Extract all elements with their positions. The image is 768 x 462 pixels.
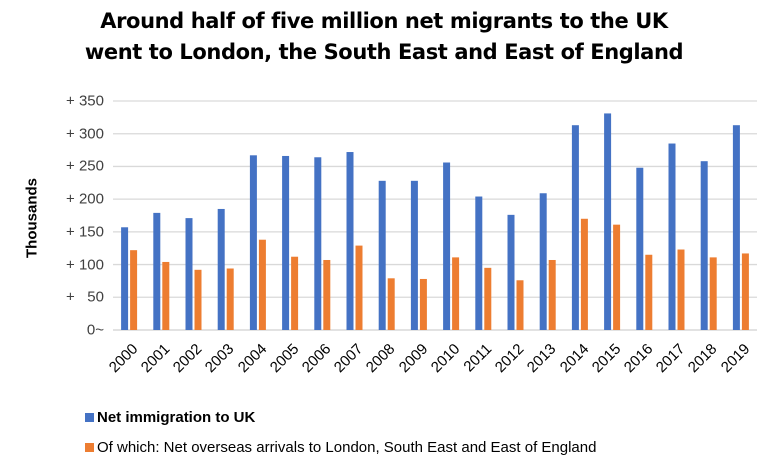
- y-tick-label: + 300: [66, 125, 104, 143]
- bar-london-se-east: [580, 218, 588, 330]
- bar-net-immigration: [153, 212, 161, 330]
- y-tick-label: + 350: [66, 92, 104, 110]
- bar-net-immigration: [314, 157, 322, 330]
- bar-net-immigration: [378, 180, 386, 330]
- y-axis-ticks: 0~ + 50 + 100 + 150 + 200 + 250 + 300 + 350: [0, 0, 110, 459]
- y-tick-label: 0~: [86, 321, 104, 339]
- bar-net-immigration: [604, 113, 612, 330]
- bar-london-se-east: [258, 239, 266, 330]
- legend-item-net-immigration: Net immigration to UK: [85, 402, 596, 432]
- bar-net-immigration: [217, 208, 225, 330]
- bar-london-se-east: [484, 267, 492, 330]
- bar-net-immigration: [282, 155, 290, 330]
- bar-net-immigration: [507, 214, 515, 330]
- bar-net-immigration: [346, 152, 354, 330]
- legend-item-london-se-east: Of which: Net overseas arrivals to Londo…: [85, 432, 596, 462]
- y-tick-label: + 200: [66, 190, 104, 208]
- bar-net-immigration: [668, 143, 676, 330]
- bar-london-se-east: [130, 250, 138, 330]
- bar-net-immigration: [571, 125, 579, 330]
- bar-london-se-east: [226, 268, 234, 330]
- legend-swatch-blue: [85, 412, 94, 422]
- bar-net-immigration: [443, 162, 451, 330]
- legend-swatch-orange: [85, 442, 94, 452]
- bar-net-immigration: [700, 161, 708, 330]
- bar-london-se-east: [613, 224, 621, 330]
- bar-london-se-east: [419, 278, 427, 330]
- y-tick-label: + 150: [66, 223, 104, 241]
- bar-net-immigration: [185, 218, 193, 330]
- bar-net-immigration: [475, 196, 483, 330]
- bar-london-se-east: [645, 254, 653, 330]
- bar-net-immigration: [539, 193, 547, 330]
- legend: Net immigration to UK Of which: Net over…: [85, 402, 596, 462]
- bar-london-se-east: [355, 245, 363, 330]
- bar-london-se-east: [162, 261, 170, 330]
- bar-net-immigration: [410, 180, 418, 330]
- chart-title-line-2: went to London, the South East and East …: [84, 40, 684, 64]
- y-tick-label: + 100: [66, 256, 104, 274]
- bar-net-immigration: [636, 167, 644, 330]
- chart-title: Around half of five million net migrants…: [0, 6, 768, 68]
- y-tick-label: + 250: [66, 157, 104, 175]
- bar-london-se-east: [387, 278, 395, 330]
- bar-london-se-east: [709, 257, 717, 330]
- bar-london-se-east: [516, 280, 524, 330]
- bar-net-immigration: [121, 227, 129, 330]
- bar-net-immigration: [249, 155, 257, 330]
- chart-title-line-1: Around half of five million net migrants…: [100, 9, 668, 33]
- legend-label: Net immigration to UK: [97, 408, 256, 426]
- bar-net-immigration: [732, 125, 740, 330]
- bar-london-se-east: [194, 269, 202, 330]
- bar-london-se-east: [677, 249, 685, 330]
- bar-london-se-east: [548, 259, 556, 330]
- bar-london-se-east: [291, 256, 299, 330]
- bar-london-se-east: [452, 257, 460, 330]
- bar-london-se-east: [323, 259, 331, 330]
- bar-london-se-east: [741, 253, 749, 330]
- y-tick-label: + 50: [66, 288, 104, 306]
- legend-label: Of which: Net overseas arrivals to Londo…: [97, 438, 597, 456]
